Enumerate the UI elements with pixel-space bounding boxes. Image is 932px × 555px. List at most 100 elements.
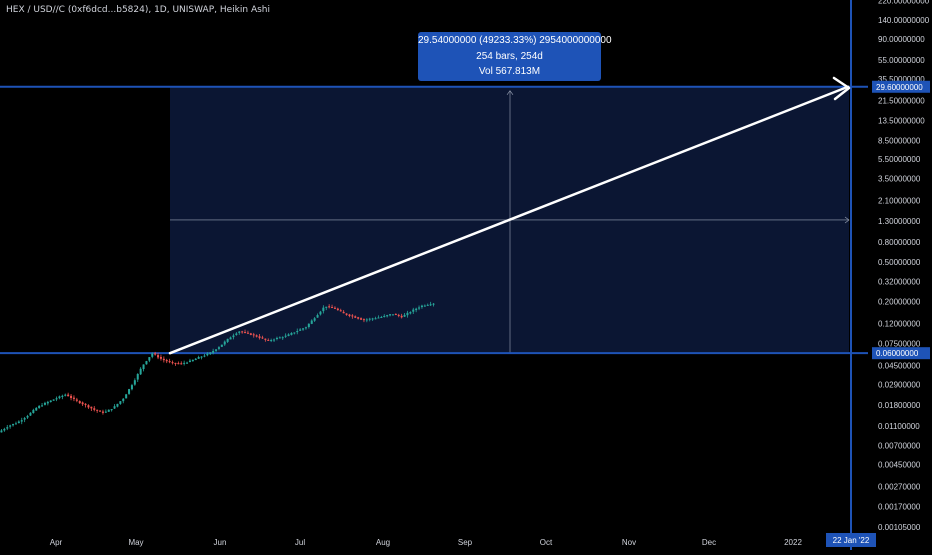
candle-body <box>415 308 418 311</box>
symbol-title: HEX / USD//C (0xf6dcd...b5824), 1D, UNIS… <box>6 5 270 15</box>
vertical-marker-label-bg <box>826 533 876 547</box>
candle-body <box>9 425 12 427</box>
candle-body <box>17 421 20 424</box>
candle-body <box>122 398 125 402</box>
candle-body <box>223 341 226 345</box>
candle-body <box>14 423 17 425</box>
y-tick-label: 140.00000000 <box>878 16 930 25</box>
candle-body <box>159 356 162 359</box>
y-tick-label: 21.50000000 <box>878 96 925 105</box>
candle-body <box>38 405 41 408</box>
candle-body <box>386 315 389 317</box>
candle-body <box>357 317 360 319</box>
candle-body <box>78 401 81 404</box>
x-tick-label: Jul <box>295 538 305 547</box>
candle-body <box>119 401 122 404</box>
candle-body <box>273 339 276 341</box>
candle-body <box>429 304 432 306</box>
candle-body <box>333 307 336 309</box>
y-tick-label: 0.00170000 <box>878 502 921 511</box>
candle-body <box>20 420 23 422</box>
candle-body <box>432 303 435 305</box>
candle-body <box>162 358 165 361</box>
candle-body <box>194 358 197 361</box>
candle-body <box>217 347 220 349</box>
candle-body <box>304 327 307 329</box>
candle-body <box>46 401 49 404</box>
y-tick-label: 1.30000000 <box>878 217 921 226</box>
candle-body <box>197 356 200 359</box>
candle-body <box>110 409 113 411</box>
level-label-bg-1 <box>872 347 930 360</box>
candle-body <box>215 349 218 351</box>
candle-body <box>389 314 392 316</box>
y-tick-label: 8.50000000 <box>878 136 921 145</box>
candle-body <box>220 344 223 347</box>
candle-body <box>299 329 302 331</box>
candle-body <box>423 305 426 307</box>
candle-body <box>232 335 235 338</box>
candle-body <box>418 307 421 309</box>
candle-body <box>255 335 258 337</box>
candle-body <box>339 310 342 312</box>
candle-body <box>6 427 9 429</box>
candle-body <box>174 362 177 364</box>
candle-body <box>409 312 412 314</box>
candle-body <box>252 334 255 336</box>
candle-body <box>35 407 38 411</box>
candle-body <box>368 318 371 320</box>
candle-body <box>374 318 377 320</box>
y-tick-label: 0.00270000 <box>878 482 921 491</box>
candle-body <box>241 331 244 333</box>
candle-body <box>383 315 386 317</box>
candle-body <box>302 328 305 330</box>
candle-body <box>12 423 15 426</box>
measure-volume: Vol 567.813M <box>478 66 541 77</box>
candle-body <box>165 360 168 362</box>
candle-body <box>180 363 183 365</box>
candle-body <box>26 415 29 418</box>
candle-body <box>32 409 35 414</box>
measure-arrow-up <box>506 90 514 95</box>
candle-body <box>229 337 232 340</box>
trendline-arrowhead <box>832 76 851 101</box>
candle-body <box>148 357 151 361</box>
y-tick-label: 0.00105000 <box>878 523 921 532</box>
candle-body <box>90 406 93 409</box>
candle-body <box>151 353 154 357</box>
candle-body <box>0 430 3 433</box>
candle-body <box>310 320 313 324</box>
candle-body <box>177 363 180 365</box>
candle-body <box>351 315 354 317</box>
candle-body <box>322 307 325 312</box>
candle-body <box>81 402 84 405</box>
candle-body <box>360 318 363 320</box>
candle-body <box>307 323 310 328</box>
candle-body <box>93 408 96 410</box>
candle-body <box>171 362 174 364</box>
candle-body <box>72 397 75 399</box>
candle-body <box>75 399 78 401</box>
x-tick-label: May <box>128 538 143 547</box>
candle-body <box>246 332 249 334</box>
y-tick-label: 35.50000000 <box>878 75 925 84</box>
candle-body <box>49 400 52 403</box>
candle-body <box>275 337 278 340</box>
x-tick-label: 2022 <box>784 538 802 547</box>
candle-body <box>420 305 423 308</box>
x-tick-label: Aug <box>376 538 390 547</box>
trendline <box>168 85 850 355</box>
candle-body <box>99 410 102 412</box>
candle-body <box>397 314 400 316</box>
candle-body <box>290 332 293 335</box>
y-tick-label: 0.50000000 <box>878 258 921 267</box>
level-label-0: 29.60000000 <box>876 83 923 92</box>
candle-body <box>400 315 403 318</box>
candle-body <box>226 338 229 342</box>
x-tick-label: Jun <box>214 538 227 547</box>
candle-body <box>61 395 64 397</box>
candle-body <box>365 319 368 321</box>
measure-change: 29.54000000 (49233.33%) 2954000000000 <box>418 35 612 46</box>
